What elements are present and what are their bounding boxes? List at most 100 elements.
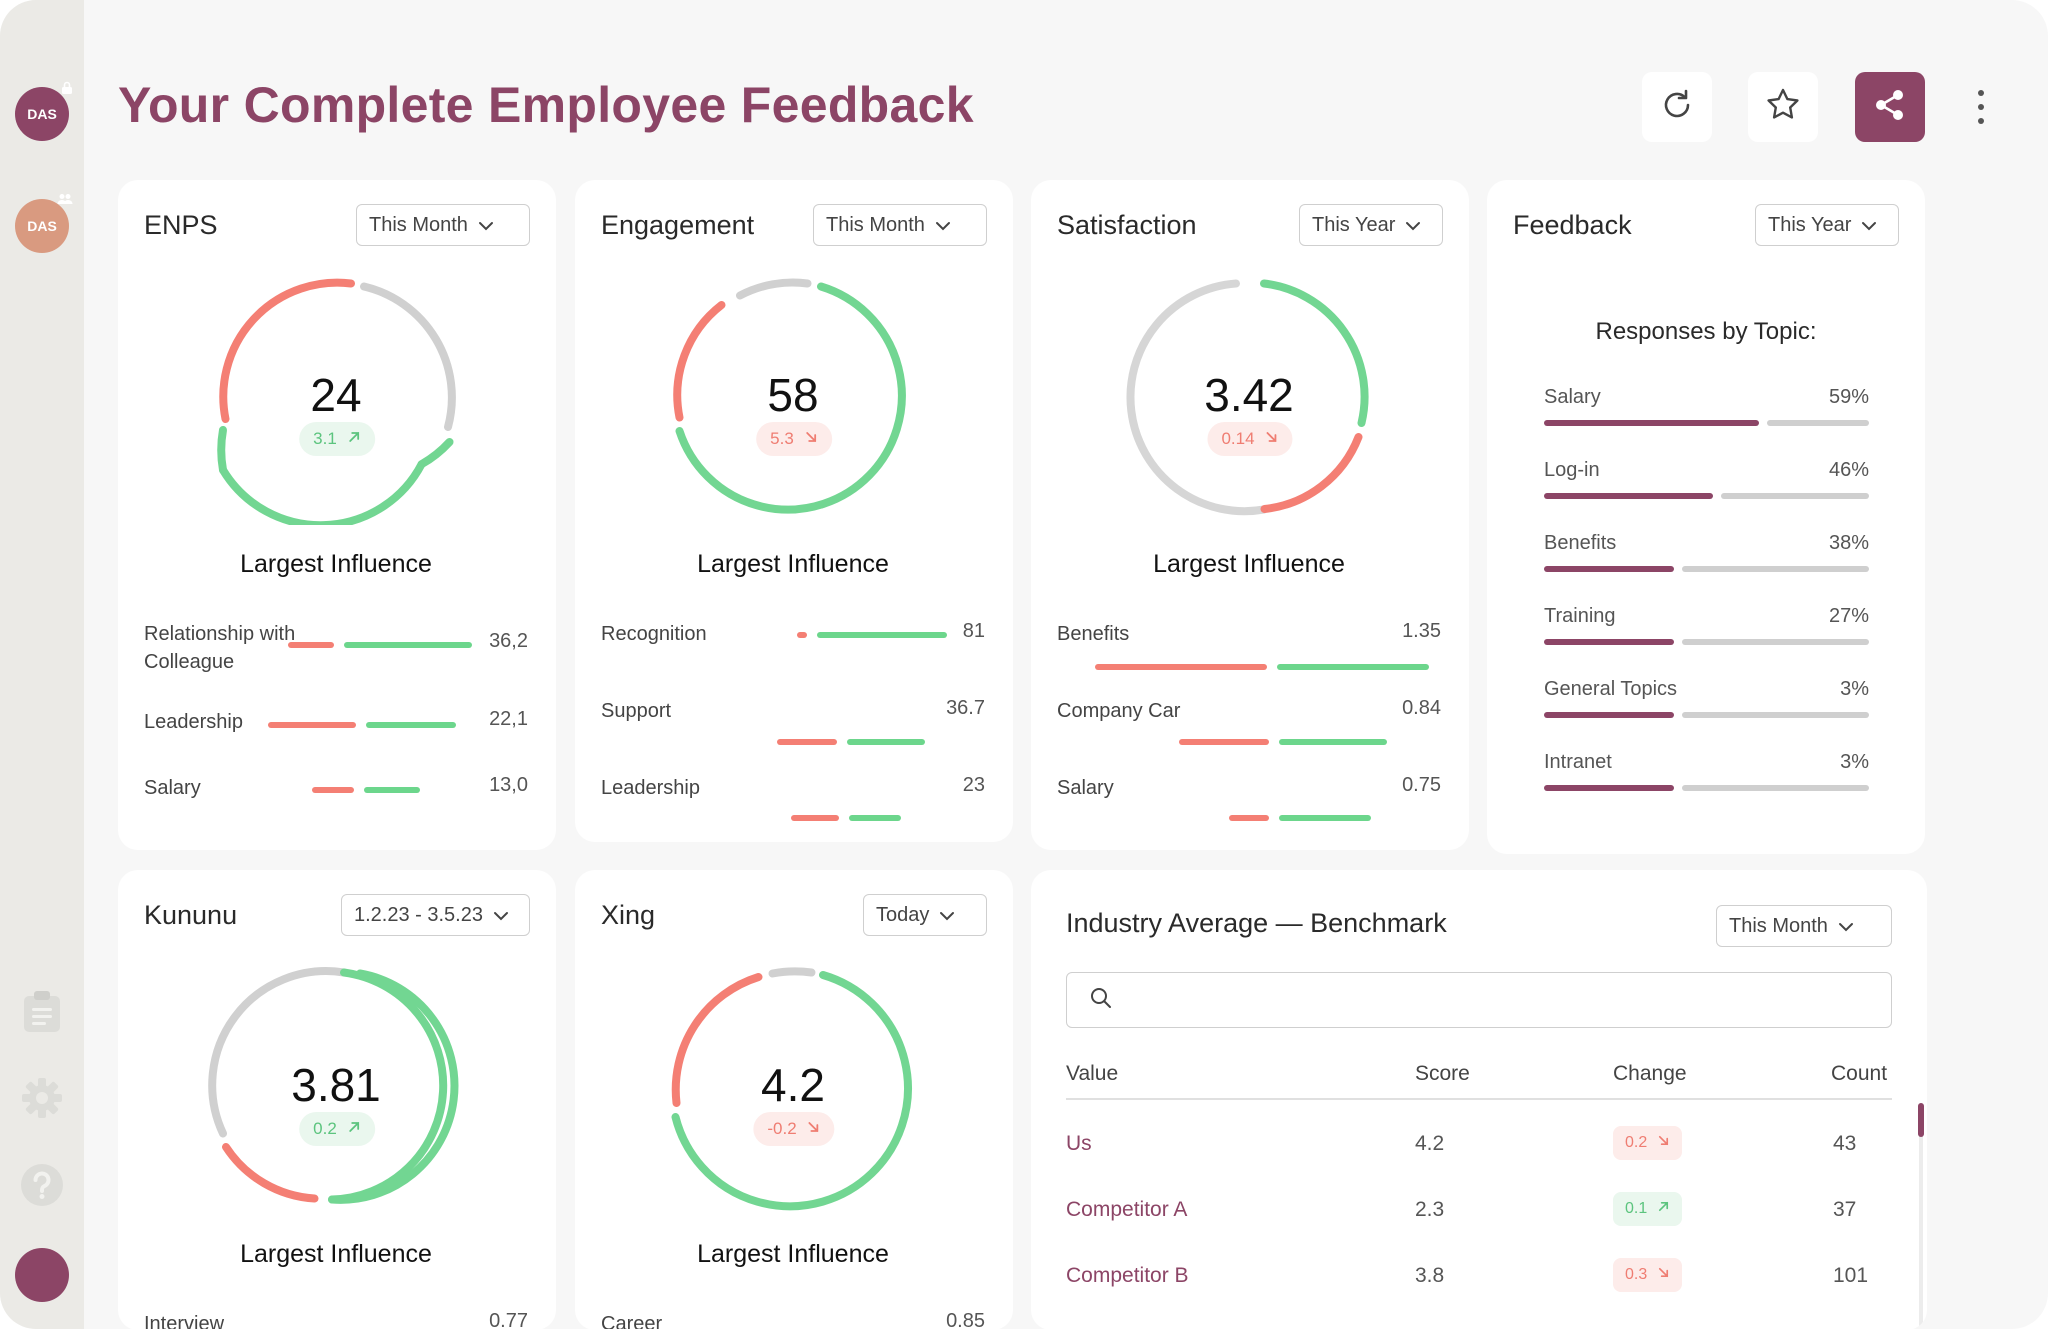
- table-header-divider: [1066, 1098, 1892, 1100]
- feedback-card: Feedback This Year Responses by Topic: S…: [1487, 180, 1925, 854]
- clipboard-icon[interactable]: [20, 990, 64, 1034]
- topic-bar-fill: [1544, 493, 1713, 499]
- factor-label: Interview: [144, 1313, 225, 1329]
- influence-row: Benefits 1.35: [1057, 620, 1441, 680]
- gear-icon[interactable]: [20, 1076, 64, 1120]
- period-dropdown[interactable]: This Year: [1755, 204, 1899, 246]
- influence-title: Largest Influence: [697, 550, 889, 578]
- period-dropdown[interactable]: Today: [863, 894, 987, 936]
- card-title: Engagement: [601, 210, 755, 240]
- period-dropdown[interactable]: This Month: [813, 204, 987, 246]
- change-value: 0.2: [313, 1119, 337, 1138]
- influence-title: Largest Influence: [697, 1240, 889, 1268]
- topic-row: Salary 59%: [1544, 386, 1869, 436]
- period-dropdown[interactable]: This Year: [1299, 204, 1443, 246]
- satisfaction-score: 3.42: [1204, 369, 1294, 421]
- date-range-dropdown[interactable]: 1.2.23 - 3.5.23: [341, 894, 530, 936]
- topic-bar-fill: [1544, 712, 1674, 718]
- topic-row: Log-in 46%: [1544, 459, 1869, 509]
- topic-bar: [1544, 785, 1869, 791]
- topic-percent: 38%: [1828, 532, 1869, 554]
- topic-bar: [1544, 639, 1869, 645]
- dropdown-value: This Month: [369, 213, 468, 236]
- help-icon[interactable]: [20, 1163, 64, 1207]
- column-header-change[interactable]: Change: [1613, 1062, 1687, 1085]
- dropdown-value: This Month: [1729, 914, 1828, 937]
- enps-score: 24: [310, 369, 362, 421]
- row-name[interactable]: Us: [1066, 1132, 1092, 1155]
- row-change-badge: 0.2: [1613, 1126, 1683, 1160]
- kununu-card: Kununu 1.2.23 - 3.5.23 3.81 0.2 Largest …: [118, 870, 556, 1329]
- period-dropdown[interactable]: This Month: [1716, 905, 1892, 947]
- share-button[interactable]: [1855, 72, 1925, 142]
- negative-bar: [791, 815, 839, 821]
- dropdown-value: Today: [876, 903, 930, 926]
- search-box[interactable]: [1066, 972, 1892, 1028]
- chevron-down-icon: [1838, 915, 1854, 938]
- factor-label: Leadership: [144, 711, 243, 733]
- responses-heading: Responses by Topic:: [1595, 318, 1817, 345]
- table-scrollbar-thumb[interactable]: [1918, 1103, 1924, 1137]
- change-value: -0.2: [767, 1119, 797, 1138]
- period-dropdown[interactable]: This Month: [356, 204, 530, 246]
- favorite-button[interactable]: [1748, 72, 1818, 142]
- row-change: 0.1: [1625, 1200, 1648, 1217]
- topic-percent: 3%: [1840, 678, 1869, 700]
- factor-label: Relationship with Colleague: [144, 623, 296, 673]
- card-title: ENPS: [144, 210, 218, 240]
- sidebar: DAS DAS: [0, 0, 84, 1329]
- factor-label: Career: [601, 1313, 663, 1329]
- influence-row: Leadership 22,1: [144, 708, 528, 768]
- topic-label: Log-in: [1544, 459, 1600, 481]
- workspace-avatar-2[interactable]: DAS: [15, 194, 73, 253]
- arrow-down-right-icon: [804, 429, 818, 449]
- influence-title: Largest Influence: [240, 1240, 432, 1268]
- table-row[interactable]: Us 4.2 0.2 43: [1066, 1120, 1892, 1170]
- column-header-score[interactable]: Score: [1415, 1062, 1470, 1085]
- topic-bar: [1544, 712, 1869, 718]
- kununu-score: 3.81: [291, 1059, 381, 1111]
- topic-row: Training 27%: [1544, 605, 1869, 655]
- row-name[interactable]: Competitor A: [1066, 1198, 1188, 1221]
- row-name[interactable]: Competitor B: [1066, 1264, 1189, 1287]
- refresh-button[interactable]: [1642, 72, 1712, 142]
- topic-label: Training: [1544, 605, 1616, 627]
- user-avatar[interactable]: [15, 1248, 69, 1302]
- column-header-value[interactable]: Value: [1066, 1062, 1119, 1085]
- avatar-initials: DAS: [27, 218, 57, 234]
- topic-label: Salary: [1544, 386, 1601, 408]
- workspace-avatar-1[interactable]: DAS: [15, 81, 72, 141]
- change-badge: -0.2: [753, 1112, 835, 1146]
- negative-bar: [312, 787, 354, 793]
- influence-row: Recognition 81: [601, 620, 985, 680]
- positive-bar: [847, 739, 925, 745]
- arrow-down-right-icon: [1657, 1266, 1670, 1284]
- factor-value: 36.7: [946, 697, 985, 719]
- factor-value: 22,1: [489, 708, 528, 730]
- change-value: 0.14: [1221, 429, 1255, 448]
- row-change-badge: 0.3: [1613, 1258, 1683, 1292]
- factor-label: Leadership: [601, 777, 700, 799]
- search-input[interactable]: [1127, 988, 1867, 1012]
- positive-bar: [344, 642, 472, 648]
- influence-row: Salary 0.75: [1057, 774, 1441, 834]
- negative-bar: [288, 642, 334, 648]
- row-count: 37: [1833, 1198, 1857, 1221]
- column-header-count[interactable]: Count: [1831, 1062, 1888, 1085]
- influence-row: Company Car 0.84: [1057, 697, 1441, 757]
- positive-bar: [1277, 664, 1429, 670]
- chevron-down-icon: [1861, 214, 1877, 237]
- table-scrollbar-track[interactable]: [1919, 1103, 1923, 1329]
- table-row[interactable]: Competitor A 2.3 0.1 37: [1066, 1186, 1892, 1236]
- engagement-gauge: [673, 278, 906, 514]
- avatar-initials: DAS: [27, 106, 57, 122]
- topic-label: General Topics: [1544, 678, 1678, 700]
- change-value: 3.1: [313, 429, 337, 448]
- more-options-button[interactable]: [1966, 84, 1996, 130]
- arrow-down-right-icon: [1265, 429, 1279, 449]
- share-icon: [1872, 87, 1908, 128]
- chevron-down-icon: [939, 904, 955, 927]
- table-row[interactable]: Competitor B 3.8 0.3 101: [1066, 1252, 1892, 1302]
- kununu-gauge: [208, 967, 459, 1204]
